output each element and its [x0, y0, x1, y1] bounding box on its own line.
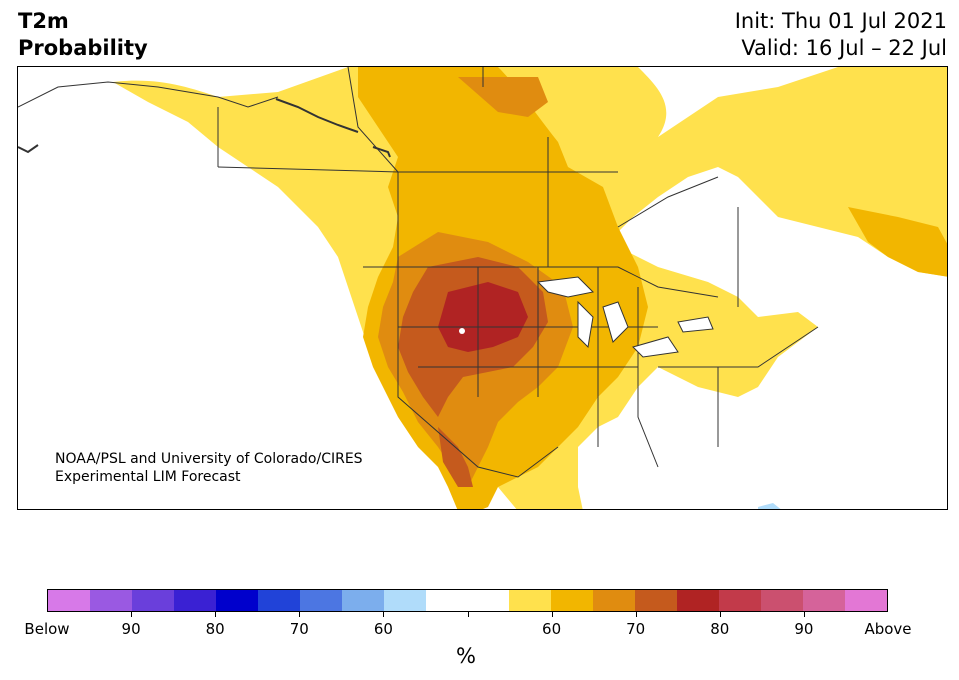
title-type: Probability [18, 36, 148, 60]
colorbar-swatch [299, 590, 342, 611]
prob-area-below [758, 503, 781, 509]
colorbar-swatch [719, 590, 762, 611]
probability-map: NOAA/PSL and University of Colorado/CIRE… [17, 66, 948, 510]
colorbar-tick [719, 612, 721, 617]
colorbar-swatch [677, 590, 720, 611]
prob-area-60-east [848, 207, 947, 277]
boundaries [18, 67, 819, 478]
colorbar-unit: % [456, 644, 476, 668]
credit-line2: Experimental LIM Forecast [55, 469, 241, 485]
colorbar-swatch [593, 590, 636, 611]
colorbar-label: 60 [373, 620, 393, 638]
colorbar-tick [383, 612, 385, 617]
init-date: Init: Thu 01 Jul 2021 [734, 9, 947, 33]
colorbar-ticks [47, 612, 888, 618]
colorbar-tick [467, 612, 469, 617]
colorbar-swatch [257, 590, 300, 611]
colorbar-label: 90 [794, 620, 814, 638]
credit-line1: NOAA/PSL and University of Colorado/CIRE… [55, 451, 363, 467]
map-canvas [18, 67, 947, 509]
colorbar-swatch [341, 590, 384, 611]
colorbar-label: Above [864, 620, 912, 638]
colorbar-label: 60 [542, 620, 562, 638]
great-lakes [536, 276, 714, 358]
colorbar-label: 80 [710, 620, 730, 638]
colorbar-swatch [48, 590, 90, 611]
valid-date: Valid: 16 Jul – 22 Jul [741, 36, 947, 60]
colorbar-tick [131, 612, 133, 617]
colorbar-labels: Below 90 80 70 60 60 70 80 90 Above [24, 620, 911, 642]
colorbar-swatch [131, 590, 174, 611]
colorbar-swatch [761, 590, 804, 611]
colorbar [47, 589, 888, 612]
colorbar-swatch [89, 590, 132, 611]
figure-title: T2m Probability [18, 8, 148, 62]
colorbar-swatch [383, 590, 426, 611]
prob-area-75 [438, 282, 528, 352]
colorbar-tick [215, 612, 217, 617]
colorbar-label: 70 [626, 620, 646, 638]
forecast-dates: Init: Thu 01 Jul 2021 Valid: 16 Jul – 22… [735, 8, 947, 62]
colorbar-tick [803, 612, 805, 617]
colorbar-swatch [551, 590, 594, 611]
colorbar-tick [635, 612, 637, 617]
colorbar-label: 80 [205, 620, 225, 638]
colorbar-tick [299, 612, 301, 617]
colorbar-label: 70 [289, 620, 309, 638]
colorbar-swatch [509, 590, 552, 611]
colorbar-tick [551, 612, 553, 617]
colorbar-swatch [467, 590, 510, 611]
salt-lake [459, 328, 465, 334]
colorbar-swatch [215, 590, 258, 611]
colorbar-swatch [845, 590, 888, 611]
colorbar-swatch [635, 590, 678, 611]
title-variable: T2m [18, 9, 69, 33]
colorbar-label: Below [24, 620, 70, 638]
colorbar-swatch [425, 590, 468, 611]
northern-lakes [18, 98, 391, 158]
colorbar-swatch [173, 590, 216, 611]
colorbar-label: 90 [121, 620, 141, 638]
map-credit: NOAA/PSL and University of Colorado/CIRE… [55, 450, 363, 486]
colorbar-swatch [803, 590, 846, 611]
